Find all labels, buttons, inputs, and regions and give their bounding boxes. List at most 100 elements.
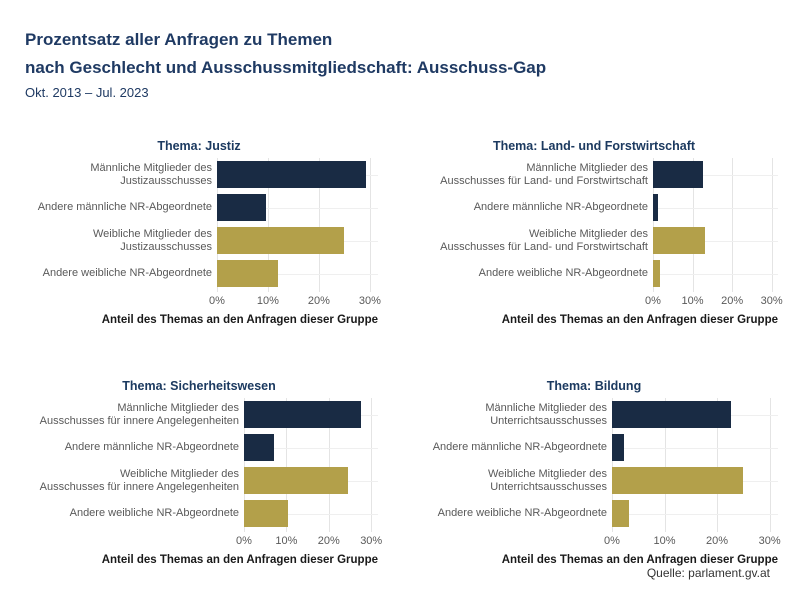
x-axis-ticks: 0% 10% 20% 30% <box>604 532 781 548</box>
category-label: Weibliche Mitglieder des Ausschusses für … <box>440 227 648 253</box>
bar <box>244 401 362 428</box>
gridline <box>371 398 373 532</box>
gridline <box>771 158 773 292</box>
bar <box>612 500 630 527</box>
bar <box>217 161 367 188</box>
header: Prozentsatz aller Anfragen zu Themen nac… <box>25 26 546 102</box>
axis-tick-label: 10% <box>275 535 298 547</box>
axis-tick-label: 0% <box>236 535 252 547</box>
chart-panel-justiz: Thema: Justiz Männliche Mitglieder des Ju… <box>20 138 381 330</box>
chart-panel-bildung: Thema: Bildung Männliche Mitglieder des U… <box>410 378 781 570</box>
category-label: Weibliche Mitglieder des Ausschusses für … <box>39 467 239 493</box>
category-label: Andere männliche NR-Abgeordnete <box>432 441 607 453</box>
bar <box>244 500 288 527</box>
plot-area <box>612 398 778 532</box>
bar <box>612 401 731 428</box>
category-label: Männliche Mitglieder des Ausschusses für … <box>39 401 239 427</box>
x-axis-label: Anteil des Themas an den Anfragen dieser… <box>101 314 378 326</box>
category-label: Andere weibliche NR-Abgeordnete <box>437 507 607 519</box>
x-axis-ticks: 0% 10% 20% 30% <box>645 292 783 308</box>
axis-tick-label: 30% <box>760 295 783 307</box>
chart-title: Thema: Justiz <box>157 139 241 153</box>
category-label: Andere männliche NR-Abgeordnete <box>473 201 648 213</box>
category-label: Männliche Mitglieder des Justizausschusse… <box>90 161 212 187</box>
gridline <box>692 158 694 292</box>
row-gridline <box>653 207 778 209</box>
bar <box>244 467 348 494</box>
row-gridline <box>244 513 378 515</box>
gridline <box>732 158 734 292</box>
gridline <box>267 158 269 292</box>
axis-tick-label: 30% <box>360 535 383 547</box>
x-axis-ticks: 0% 10% 20% 30% <box>236 532 382 548</box>
gridline <box>318 158 320 292</box>
axis-tick-label: 30% <box>758 535 781 547</box>
x-axis-ticks: 0% 10% 20% 30% <box>209 292 381 308</box>
category-label: Andere weibliche NR-Abgeordnete <box>478 267 648 279</box>
row-gridline <box>217 207 378 209</box>
bar <box>217 194 266 221</box>
category-labels: Männliche Mitglieder des Unterrichtsaussc… <box>410 398 612 532</box>
row-gridline <box>653 174 778 176</box>
main-title-line1: Prozentsatz aller Anfragen zu Themen <box>25 30 333 49</box>
chart-panel-land-und-forstwirtschaft: Thema: Land- und Forstwirtschaft Männlic… <box>410 138 783 330</box>
gridline <box>369 158 371 292</box>
row-gridline <box>612 513 778 515</box>
x-axis-label: Anteil des Themas an den Anfragen dieser… <box>101 554 378 566</box>
row-gridline <box>244 447 378 449</box>
axis-tick-label: 0% <box>645 295 661 307</box>
category-labels: Männliche Mitglieder des Ausschusses für … <box>410 158 653 292</box>
gridline <box>653 158 654 292</box>
category-label: Weibliche Mitglieder des Justizausschusse… <box>92 227 212 253</box>
category-label: Andere weibliche NR-Abgeordnete <box>42 267 212 279</box>
axis-tick-label: 20% <box>317 535 340 547</box>
date-range-subtitle: Okt. 2013 – Jul. 2023 <box>25 85 149 100</box>
axis-tick-label: 10% <box>681 295 704 307</box>
row-gridline <box>217 273 378 275</box>
category-label: Andere männliche NR-Abgeordnete <box>37 201 212 213</box>
row-gridline <box>653 273 778 275</box>
bar <box>244 434 274 461</box>
chart-body: Männliche Mitglieder des Ausschusses für … <box>410 158 783 330</box>
source-note: Quelle: parlament.gv.at <box>646 566 770 580</box>
category-labels: Männliche Mitglieder des Ausschusses für … <box>20 398 244 532</box>
gridline <box>769 398 771 532</box>
row-gridline <box>612 447 778 449</box>
axis-tick-label: 20% <box>721 295 744 307</box>
bar <box>217 260 279 287</box>
category-label: Weibliche Mitglieder des Unterrichtsaussc… <box>487 467 607 493</box>
axis-tick-label: 10% <box>653 535 676 547</box>
chart-title: Thema: Bildung <box>546 379 642 393</box>
chart-body: Männliche Mitglieder des Ausschusses für … <box>20 398 382 570</box>
axis-tick-label: 10% <box>256 295 279 307</box>
category-label: Andere weibliche NR-Abgeordnete <box>69 507 239 519</box>
gridline <box>217 158 218 292</box>
gridline <box>717 398 719 532</box>
bar <box>612 467 743 494</box>
plot-area <box>244 398 378 532</box>
chart-panel-sicherheitswesen: Thema: Sicherheitswesen Männliche Mitgli… <box>20 378 383 570</box>
bar <box>653 161 703 188</box>
gridline <box>244 398 245 532</box>
gridline <box>664 398 666 532</box>
category-labels: Männliche Mitglieder des Justizausschusse… <box>20 158 217 292</box>
axis-tick-label: 30% <box>358 295 381 307</box>
x-axis-label: Anteil des Themas an den Anfragen dieser… <box>501 314 778 326</box>
gridline <box>286 398 288 532</box>
axis-tick-label: 20% <box>706 535 729 547</box>
gridline <box>328 398 330 532</box>
category-label: Männliche Mitglieder des Unterrichtsaussc… <box>485 401 607 427</box>
charts-grid: Thema: Justiz Männliche Mitglieder des Ju… <box>20 138 783 570</box>
plot-area <box>217 158 378 292</box>
x-axis-label: Anteil des Themas an den Anfragen dieser… <box>501 554 778 566</box>
chart-body: Männliche Mitglieder des Justizausschusse… <box>20 158 381 330</box>
row-gridline <box>653 240 778 242</box>
category-label: Männliche Mitglieder des Ausschusses für … <box>440 161 648 187</box>
category-label: Andere männliche NR-Abgeordnete <box>64 441 239 453</box>
bar <box>653 227 706 254</box>
gridline <box>612 398 613 532</box>
bar <box>612 434 624 461</box>
axis-tick-label: 0% <box>209 295 225 307</box>
bar <box>653 260 661 287</box>
